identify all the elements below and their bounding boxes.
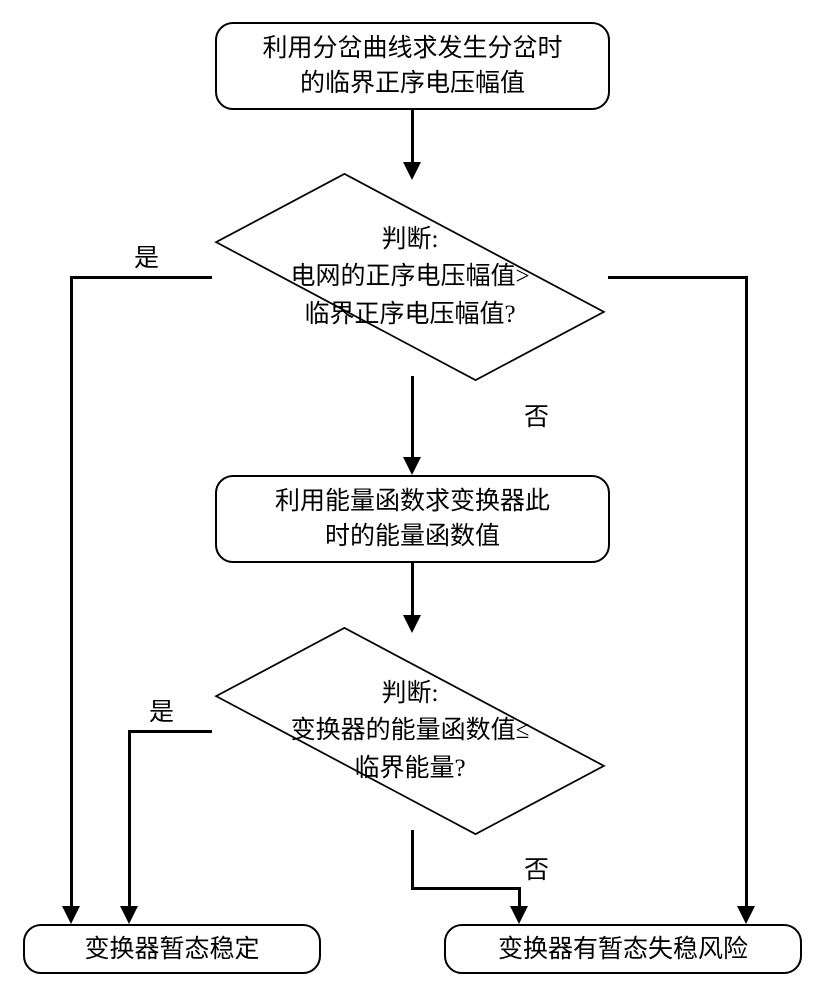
edge-d1-unstable-v	[745, 276, 748, 912]
edge-d1-stable-v	[70, 276, 73, 912]
edge-d1-proc	[411, 376, 414, 463]
label-d1-no: 否	[520, 397, 553, 433]
decision2-node: 判断: 变换器的能量函数值≤ 临界能量?	[209, 632, 611, 830]
decision1-node: 判断: 电网的正序电压幅值> 临界正序电压幅值?	[209, 178, 611, 376]
decision1-text: 判断: 电网的正序电压幅值> 临界正序电压幅值?	[209, 178, 611, 376]
edge-d2-unstable-h	[411, 887, 521, 890]
result-stable-node: 变换器暂态稳定	[23, 924, 321, 974]
edge-d1-stable-head	[62, 906, 80, 924]
edge-d1-stable-h	[70, 276, 212, 279]
process-text: 利用能量函数求变换器此 时的能量函数值	[275, 484, 550, 554]
label-d2-yes: 是	[145, 692, 178, 728]
label-d1-yes: 是	[130, 238, 163, 274]
edge-d2-stable-h	[128, 730, 212, 733]
edge-d2-unstable-head	[510, 906, 528, 924]
result-unstable-text: 变换器有暂态失稳风险	[498, 932, 748, 967]
edge-start-d1	[411, 110, 414, 168]
edge-proc-d2	[411, 563, 414, 621]
edge-proc-d2-head	[403, 615, 421, 633]
process-node: 利用能量函数求变换器此 时的能量函数值	[215, 475, 610, 563]
decision2-text: 判断: 变换器的能量函数值≤ 临界能量?	[209, 632, 611, 830]
edge-d2-stable-v	[128, 730, 131, 912]
edge-d2-unstable-v1	[411, 830, 414, 890]
edge-d1-unstable-head	[737, 906, 755, 924]
result-unstable-node: 变换器有暂态失稳风险	[444, 924, 802, 974]
label-d2-no: 否	[520, 850, 553, 886]
edge-d1-unstable-h	[608, 276, 748, 279]
start-text: 利用分岔曲线求发生分岔时 的临界正序电压幅值	[262, 31, 562, 101]
edge-d2-stable-head	[120, 906, 138, 924]
start-node: 利用分岔曲线求发生分岔时 的临界正序电压幅值	[215, 22, 610, 110]
edge-d1-proc-head	[403, 457, 421, 475]
result-stable-text: 变换器暂态稳定	[84, 932, 259, 967]
